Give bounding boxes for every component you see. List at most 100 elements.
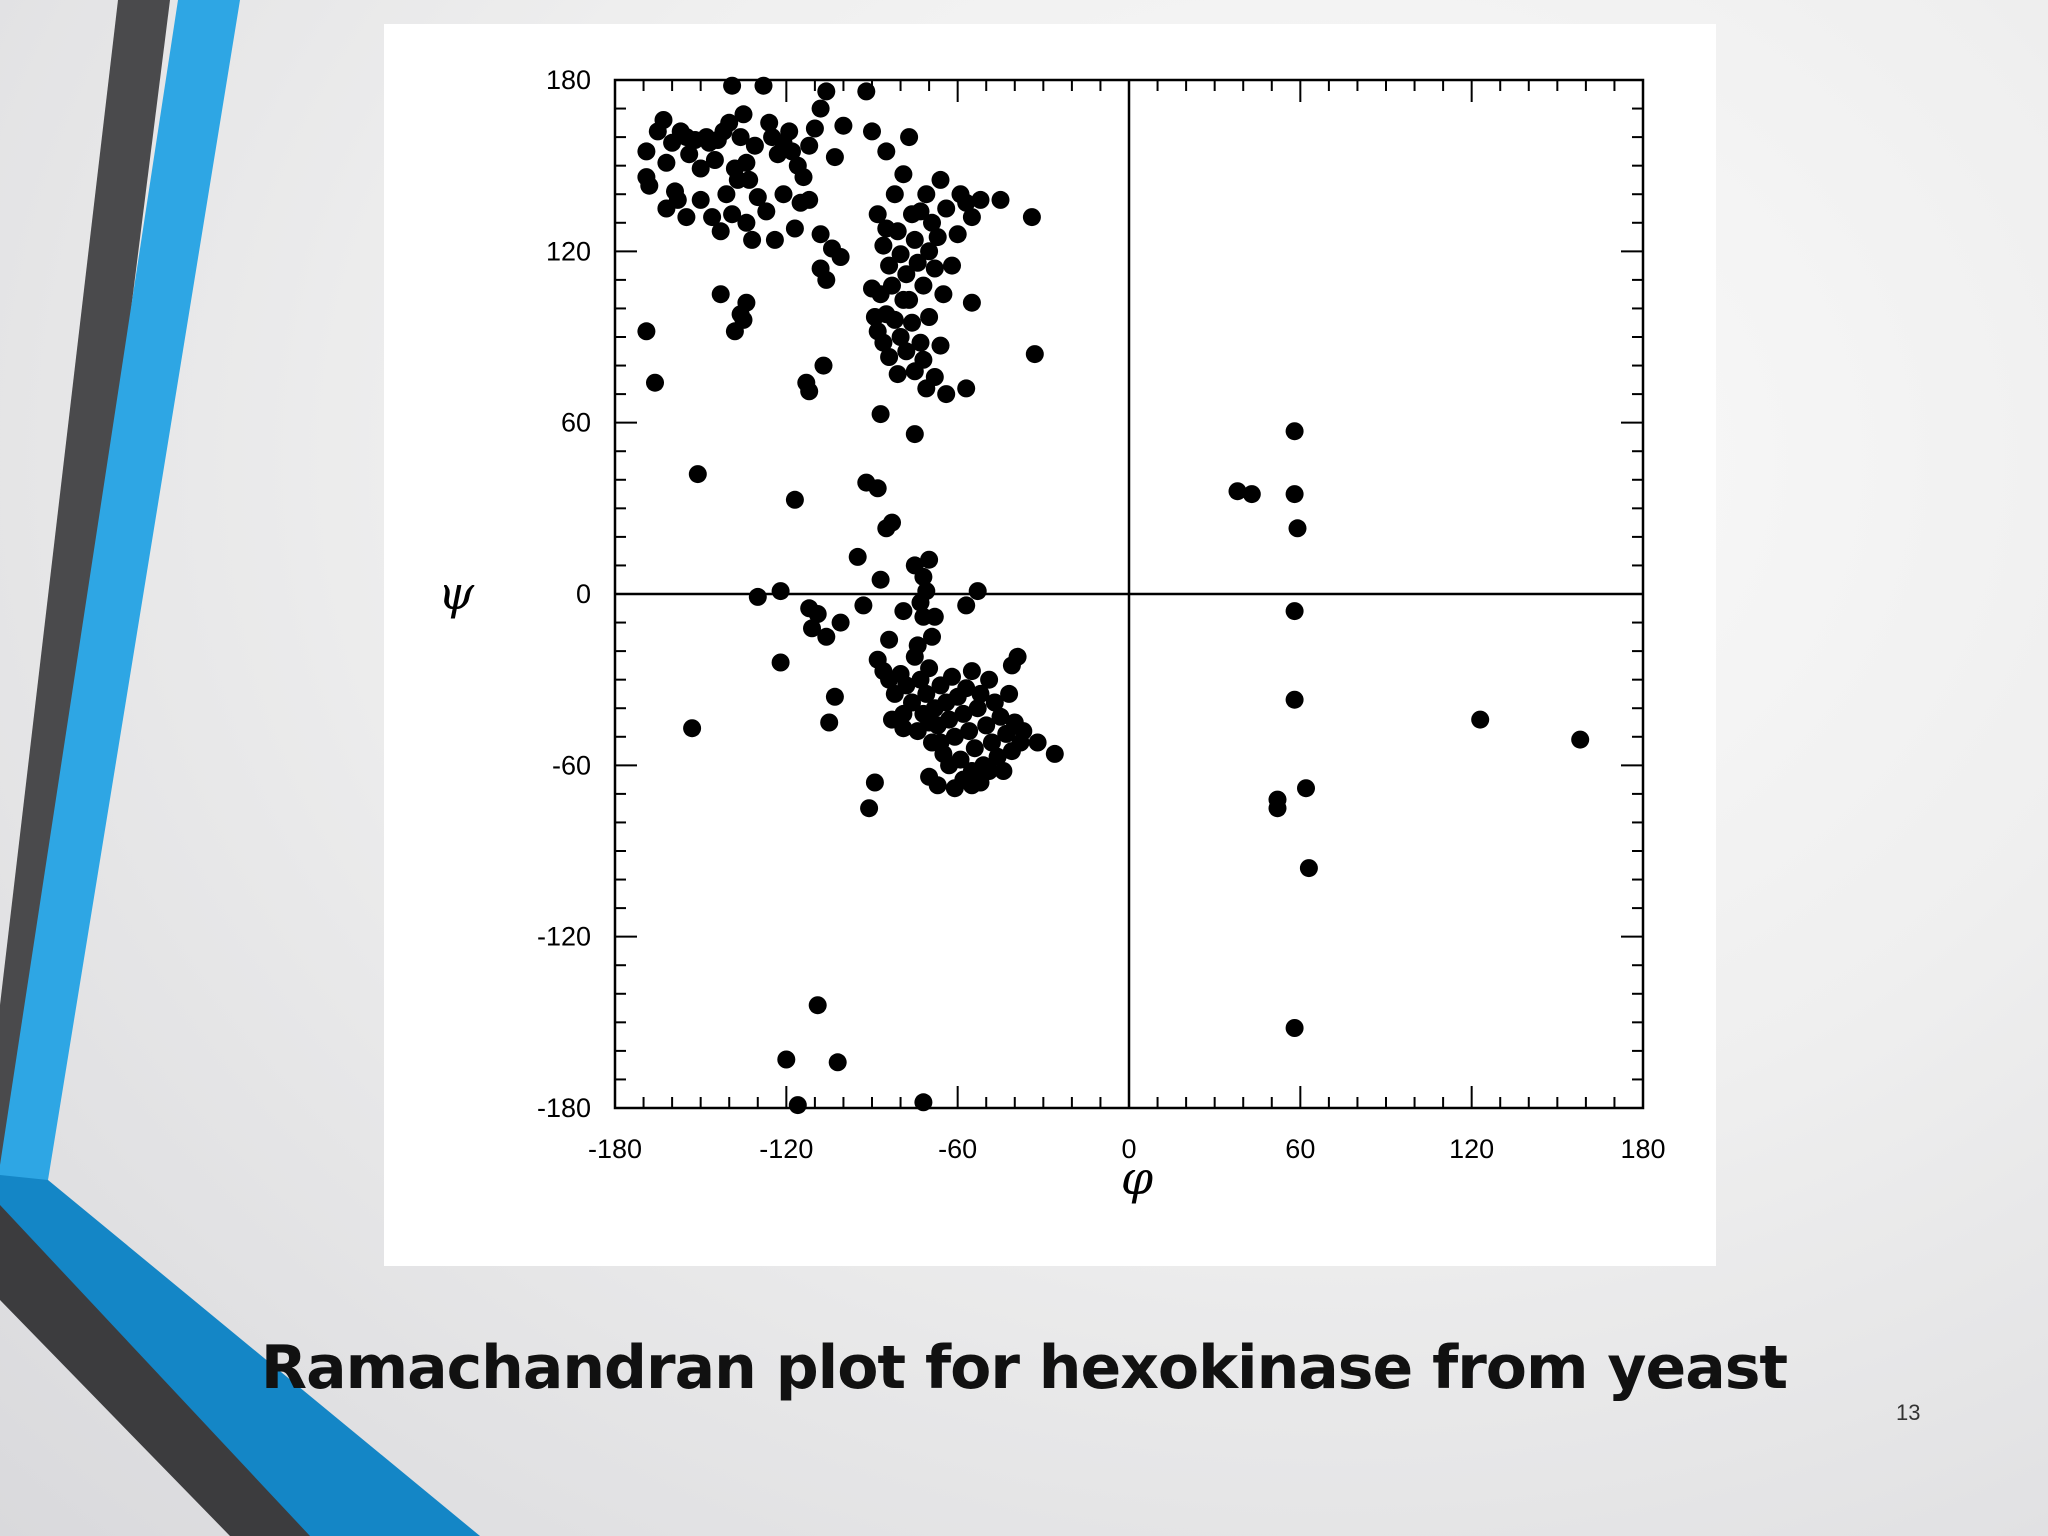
data-point (743, 230, 762, 249)
data-point (691, 159, 710, 178)
x-axis-label: φ (1121, 1151, 1154, 1205)
data-point (668, 190, 687, 209)
data-point (931, 170, 950, 189)
data-point (1297, 779, 1315, 798)
x-tick-label: 180 (1620, 1134, 1665, 1164)
y-tick-label: 0 (576, 579, 591, 609)
data-point (860, 799, 879, 818)
data-point (880, 630, 899, 649)
data-point (917, 582, 936, 601)
data-point (957, 596, 976, 615)
data-point (914, 567, 933, 586)
data-point (748, 587, 767, 606)
data-point (765, 230, 784, 249)
data-point (991, 707, 1010, 726)
data-point (945, 727, 964, 746)
data-points (637, 76, 1590, 1115)
y-tick-labels: 180 120 60 0 -60 -120 -180 (537, 65, 591, 1123)
data-point (917, 684, 936, 703)
data-point (828, 1053, 847, 1072)
x-tick-label: 0 (1121, 1134, 1136, 1164)
data-point (871, 405, 890, 424)
data-point (920, 242, 939, 261)
data-point (705, 151, 724, 169)
data-point (871, 285, 890, 304)
data-point (831, 248, 850, 266)
data-point (1285, 690, 1304, 709)
data-point (646, 373, 664, 392)
data-point (1285, 485, 1304, 504)
data-point (943, 667, 961, 686)
data-point (874, 236, 893, 255)
data-point (988, 747, 1007, 766)
data-point (723, 205, 742, 224)
data-point (723, 76, 742, 95)
data-point (825, 148, 844, 167)
data-point (891, 245, 910, 264)
data-point (734, 310, 753, 329)
data-point (783, 142, 801, 161)
data-point (703, 208, 722, 227)
data-point (728, 170, 747, 189)
data-point (754, 76, 773, 95)
data-point (962, 776, 981, 795)
data-point (937, 385, 956, 404)
data-point (920, 550, 939, 569)
data-point (894, 602, 913, 621)
data-point (945, 779, 964, 798)
data-point (1299, 859, 1318, 878)
data-point (817, 270, 836, 289)
data-point (957, 193, 976, 212)
data-point (854, 596, 873, 615)
data-point (923, 213, 941, 232)
data-point (874, 333, 893, 352)
data-point (971, 190, 990, 209)
y-tick-label: -180 (537, 1093, 591, 1123)
data-point (977, 716, 996, 735)
data-point (868, 479, 887, 498)
data-point (720, 113, 739, 132)
data-point (1228, 482, 1247, 501)
data-point (748, 188, 767, 207)
x-tick-labels: -180 -120 -60 0 60 120 180 (588, 1134, 1666, 1164)
data-point (914, 276, 933, 295)
data-point (868, 205, 887, 224)
data-point (888, 222, 907, 241)
data-point (883, 513, 901, 532)
scatter-chart: -180 -120 -60 0 60 120 180 180 120 60 0 … (438, 65, 1666, 1205)
data-point (897, 676, 916, 695)
data-point (923, 627, 941, 646)
data-point (737, 293, 756, 312)
data-point (871, 570, 890, 589)
data-point (1025, 345, 1044, 364)
data-point (1002, 656, 1021, 675)
data-point (683, 719, 702, 738)
data-point (711, 222, 730, 241)
data-point (863, 122, 881, 141)
data-point (885, 310, 904, 329)
slide-number: 13 (1896, 1400, 1921, 1425)
data-point (771, 582, 790, 601)
data-point (994, 762, 1013, 780)
data-point (968, 582, 987, 601)
data-point (688, 465, 707, 484)
data-point (857, 82, 876, 101)
data-point (1285, 1019, 1304, 1037)
data-point (817, 627, 836, 646)
data-point (911, 202, 930, 221)
x-tick-label: 120 (1449, 1134, 1494, 1164)
decor-blue-stripe (0, 0, 240, 1180)
data-point (734, 105, 753, 124)
data-point (962, 662, 981, 681)
data-point (943, 256, 961, 275)
data-point (811, 225, 830, 244)
y-tick-label: 120 (546, 236, 591, 266)
data-point (1014, 722, 1033, 741)
x-tick-label: -120 (759, 1134, 813, 1164)
data-point (691, 190, 710, 209)
data-point (737, 213, 756, 232)
data-point (774, 185, 793, 204)
data-point (817, 82, 836, 101)
data-point (785, 219, 804, 238)
data-point (968, 699, 987, 718)
